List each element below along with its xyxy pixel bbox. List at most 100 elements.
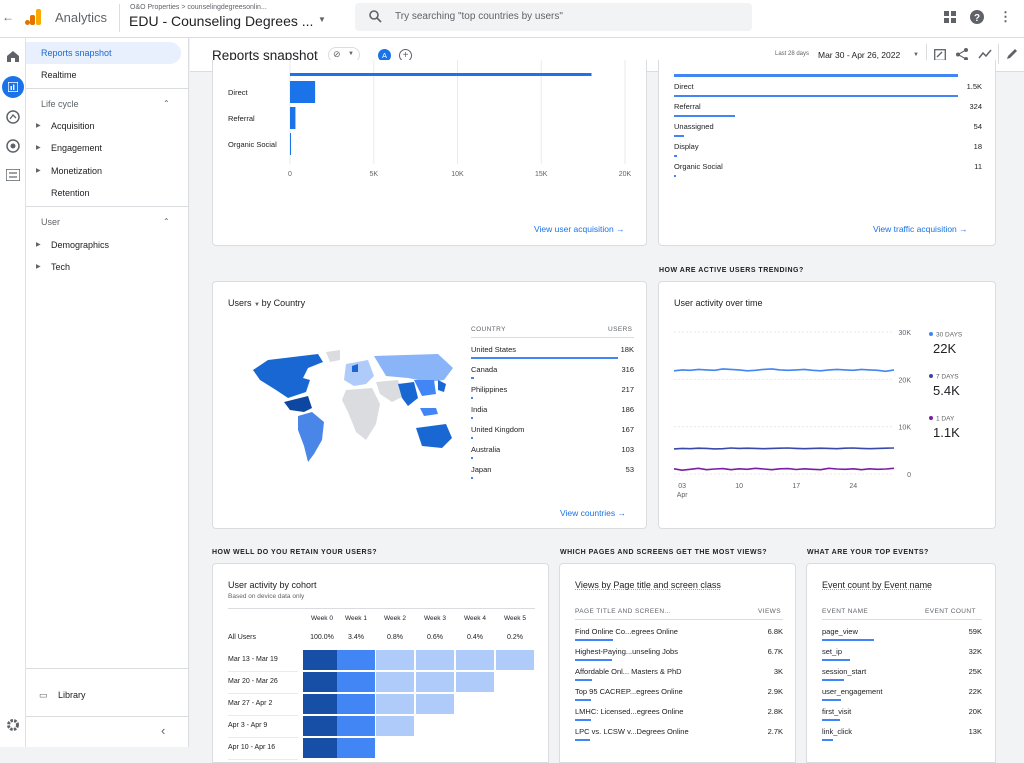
events-title[interactable]: Event count by Event name xyxy=(822,580,933,590)
nav-monetization[interactable]: ▶ Monetization xyxy=(26,160,189,182)
help-icon[interactable]: ? xyxy=(970,10,984,24)
cohort-cell[interactable] xyxy=(376,672,414,692)
cohort-cell[interactable] xyxy=(416,650,454,670)
table-row[interactable]: Organic Social 11 xyxy=(674,162,982,180)
cohort-cell[interactable] xyxy=(337,694,375,714)
cohort-cell[interactable] xyxy=(416,672,454,692)
breadcrumb[interactable]: O&O Properties > counselingdegreesonlin.… xyxy=(130,4,267,11)
cohort-cell[interactable] xyxy=(376,716,414,736)
collapse-chevron-left-icon[interactable]: ‹ xyxy=(161,723,166,738)
series-line xyxy=(673,447,895,450)
chevron-down-icon[interactable]: ▼ xyxy=(254,302,262,308)
nav-library[interactable]: ▭ Library xyxy=(26,684,189,706)
cohort-cell[interactable] xyxy=(303,672,341,692)
table-row[interactable]: Top 95 CACREP...egrees Online 2.9K xyxy=(575,686,783,705)
nav-acquisition[interactable]: ▶ Acquisition xyxy=(26,115,189,137)
table-row[interactable]: India 186 xyxy=(471,404,634,423)
table-row[interactable]: set_ip 32K xyxy=(822,646,982,665)
cohort-cell[interactable] xyxy=(337,716,375,736)
pages-title[interactable]: Views by Page title and screen class xyxy=(575,580,721,590)
divider xyxy=(26,206,189,207)
nav-user-header[interactable]: User ⌃ xyxy=(26,211,189,233)
country-users: 217 xyxy=(621,385,634,394)
cohort-cell[interactable] xyxy=(303,738,341,758)
view-traffic-acquisition-link[interactable]: View traffic acquisition → xyxy=(873,224,968,234)
table-row[interactable]: LMHC: Licensed...egrees Online 2.8K xyxy=(575,706,783,725)
table-row[interactable]: Unassigned 54 xyxy=(674,122,982,140)
cohort-cell[interactable] xyxy=(456,650,494,670)
table-row[interactable]: Highest-Paying...unseling Jobs 6.7K xyxy=(575,646,783,665)
explore-icon[interactable] xyxy=(6,110,20,124)
cohort-cell[interactable] xyxy=(376,694,414,714)
cohort-cell[interactable] xyxy=(376,650,414,670)
cohort-cell[interactable] xyxy=(337,650,375,670)
bar[interactable] xyxy=(290,107,296,129)
table-row[interactable]: Japan 53 xyxy=(471,464,634,483)
svg-text:?: ? xyxy=(974,13,980,24)
nav-lifecycle-header[interactable]: Life cycle ⌃ xyxy=(26,93,189,115)
nav-demographics[interactable]: ▶ Demographics xyxy=(26,234,189,256)
nav-library-label: Library xyxy=(58,690,86,700)
search-box[interactable]: Try searching "top countries by users" xyxy=(355,3,752,31)
table-row[interactable]: LPC vs. LCSW v...Degrees Online 2.7K xyxy=(575,726,783,745)
more-vert-icon[interactable]: ⋮ xyxy=(999,9,1012,24)
home-icon[interactable] xyxy=(6,50,20,63)
insights-icon[interactable] xyxy=(978,48,992,60)
cohort-cell[interactable] xyxy=(416,694,454,714)
traffic-acquisition-card: Direct 1.5K Referral 324 Unassigned 54 Display… xyxy=(658,60,996,246)
configure-icon[interactable] xyxy=(6,169,20,181)
nav-reports-snapshot[interactable]: Reports snapshot xyxy=(26,42,181,64)
table-row[interactable]: first_visit 20K xyxy=(822,706,982,725)
chevron-down-icon[interactable]: ▼ xyxy=(318,15,326,24)
table-row[interactable]: Canada 316 xyxy=(471,364,634,383)
table-row[interactable]: United Kingdom 167 xyxy=(471,424,634,443)
table-row[interactable]: Australia 103 xyxy=(471,444,634,463)
table-row[interactable]: session_start 25K xyxy=(822,666,982,685)
page-title-col-header: PAGE TITLE AND SCREEN... xyxy=(575,608,672,615)
cohort-cell[interactable] xyxy=(456,672,494,692)
comparison-avatar[interactable]: A xyxy=(378,49,391,62)
table-row[interactable]: Referral 324 xyxy=(674,102,982,120)
table-row[interactable]: link_click 13K xyxy=(822,726,982,745)
row-bar xyxy=(674,135,685,137)
row-label: Direct xyxy=(674,82,694,91)
view-user-acquisition-link[interactable]: View user acquisition → xyxy=(534,224,625,234)
divider xyxy=(26,716,189,717)
table-row[interactable]: United States 18K xyxy=(471,344,634,363)
x-tick-label: 10 xyxy=(735,483,743,490)
chevron-down-icon[interactable]: ▼ xyxy=(913,52,919,58)
chevron-up-icon: ⌃ xyxy=(163,217,170,226)
table-row[interactable]: Find Online Co...egrees Online 6.8K xyxy=(575,626,783,645)
table-row[interactable]: page_view 59K xyxy=(822,626,982,645)
user-acquisition-card: 0 5K 10K 15K 20K Direct Referral Organic Social… xyxy=(212,60,647,246)
reports-icon[interactable] xyxy=(2,76,24,98)
property-selector[interactable]: EDU - Counseling Degrees ... xyxy=(129,13,314,29)
settings-gear-icon[interactable] xyxy=(6,718,20,732)
nav-tech[interactable]: ▶ Tech xyxy=(26,256,189,278)
table-row[interactable]: Philippines 217 xyxy=(471,384,634,403)
row-label: Organic Social xyxy=(674,162,723,171)
nav-retention[interactable]: Retention xyxy=(51,188,90,198)
bar[interactable] xyxy=(290,133,291,155)
side-navigation: Reports snapshot Realtime Life cycle ⌃ ▶ A… xyxy=(26,38,189,747)
table-row[interactable]: Affordable Onl... Masters & PhD 3K xyxy=(575,666,783,685)
nav-realtime[interactable]: Realtime xyxy=(41,70,77,80)
back-arrow-icon[interactable]: ← xyxy=(2,10,14,24)
table-row[interactable]: Direct 1.5K xyxy=(674,82,982,100)
table-row[interactable]: user_engagement 22K xyxy=(822,686,982,705)
date-range[interactable]: Mar 30 - Apr 26, 2022 xyxy=(818,50,901,60)
table-row[interactable]: Display 18 xyxy=(674,142,982,160)
cohort-cell[interactable] xyxy=(337,672,375,692)
apps-grid-icon[interactable] xyxy=(944,11,956,23)
view-countries-link[interactable]: View countries → xyxy=(560,508,626,518)
advertising-icon[interactable] xyxy=(6,139,20,153)
cohort-cell[interactable] xyxy=(303,716,341,736)
cohort-cell[interactable] xyxy=(303,694,341,714)
metric-selector[interactable]: Users xyxy=(228,298,252,308)
edit-pencil-icon[interactable] xyxy=(1006,48,1018,60)
cohort-cell[interactable] xyxy=(496,650,534,670)
cohort-cell[interactable] xyxy=(303,650,341,670)
cohort-cell[interactable] xyxy=(337,738,375,758)
bar[interactable] xyxy=(290,81,316,103)
nav-engagement[interactable]: ▶ Engagement xyxy=(26,137,189,159)
